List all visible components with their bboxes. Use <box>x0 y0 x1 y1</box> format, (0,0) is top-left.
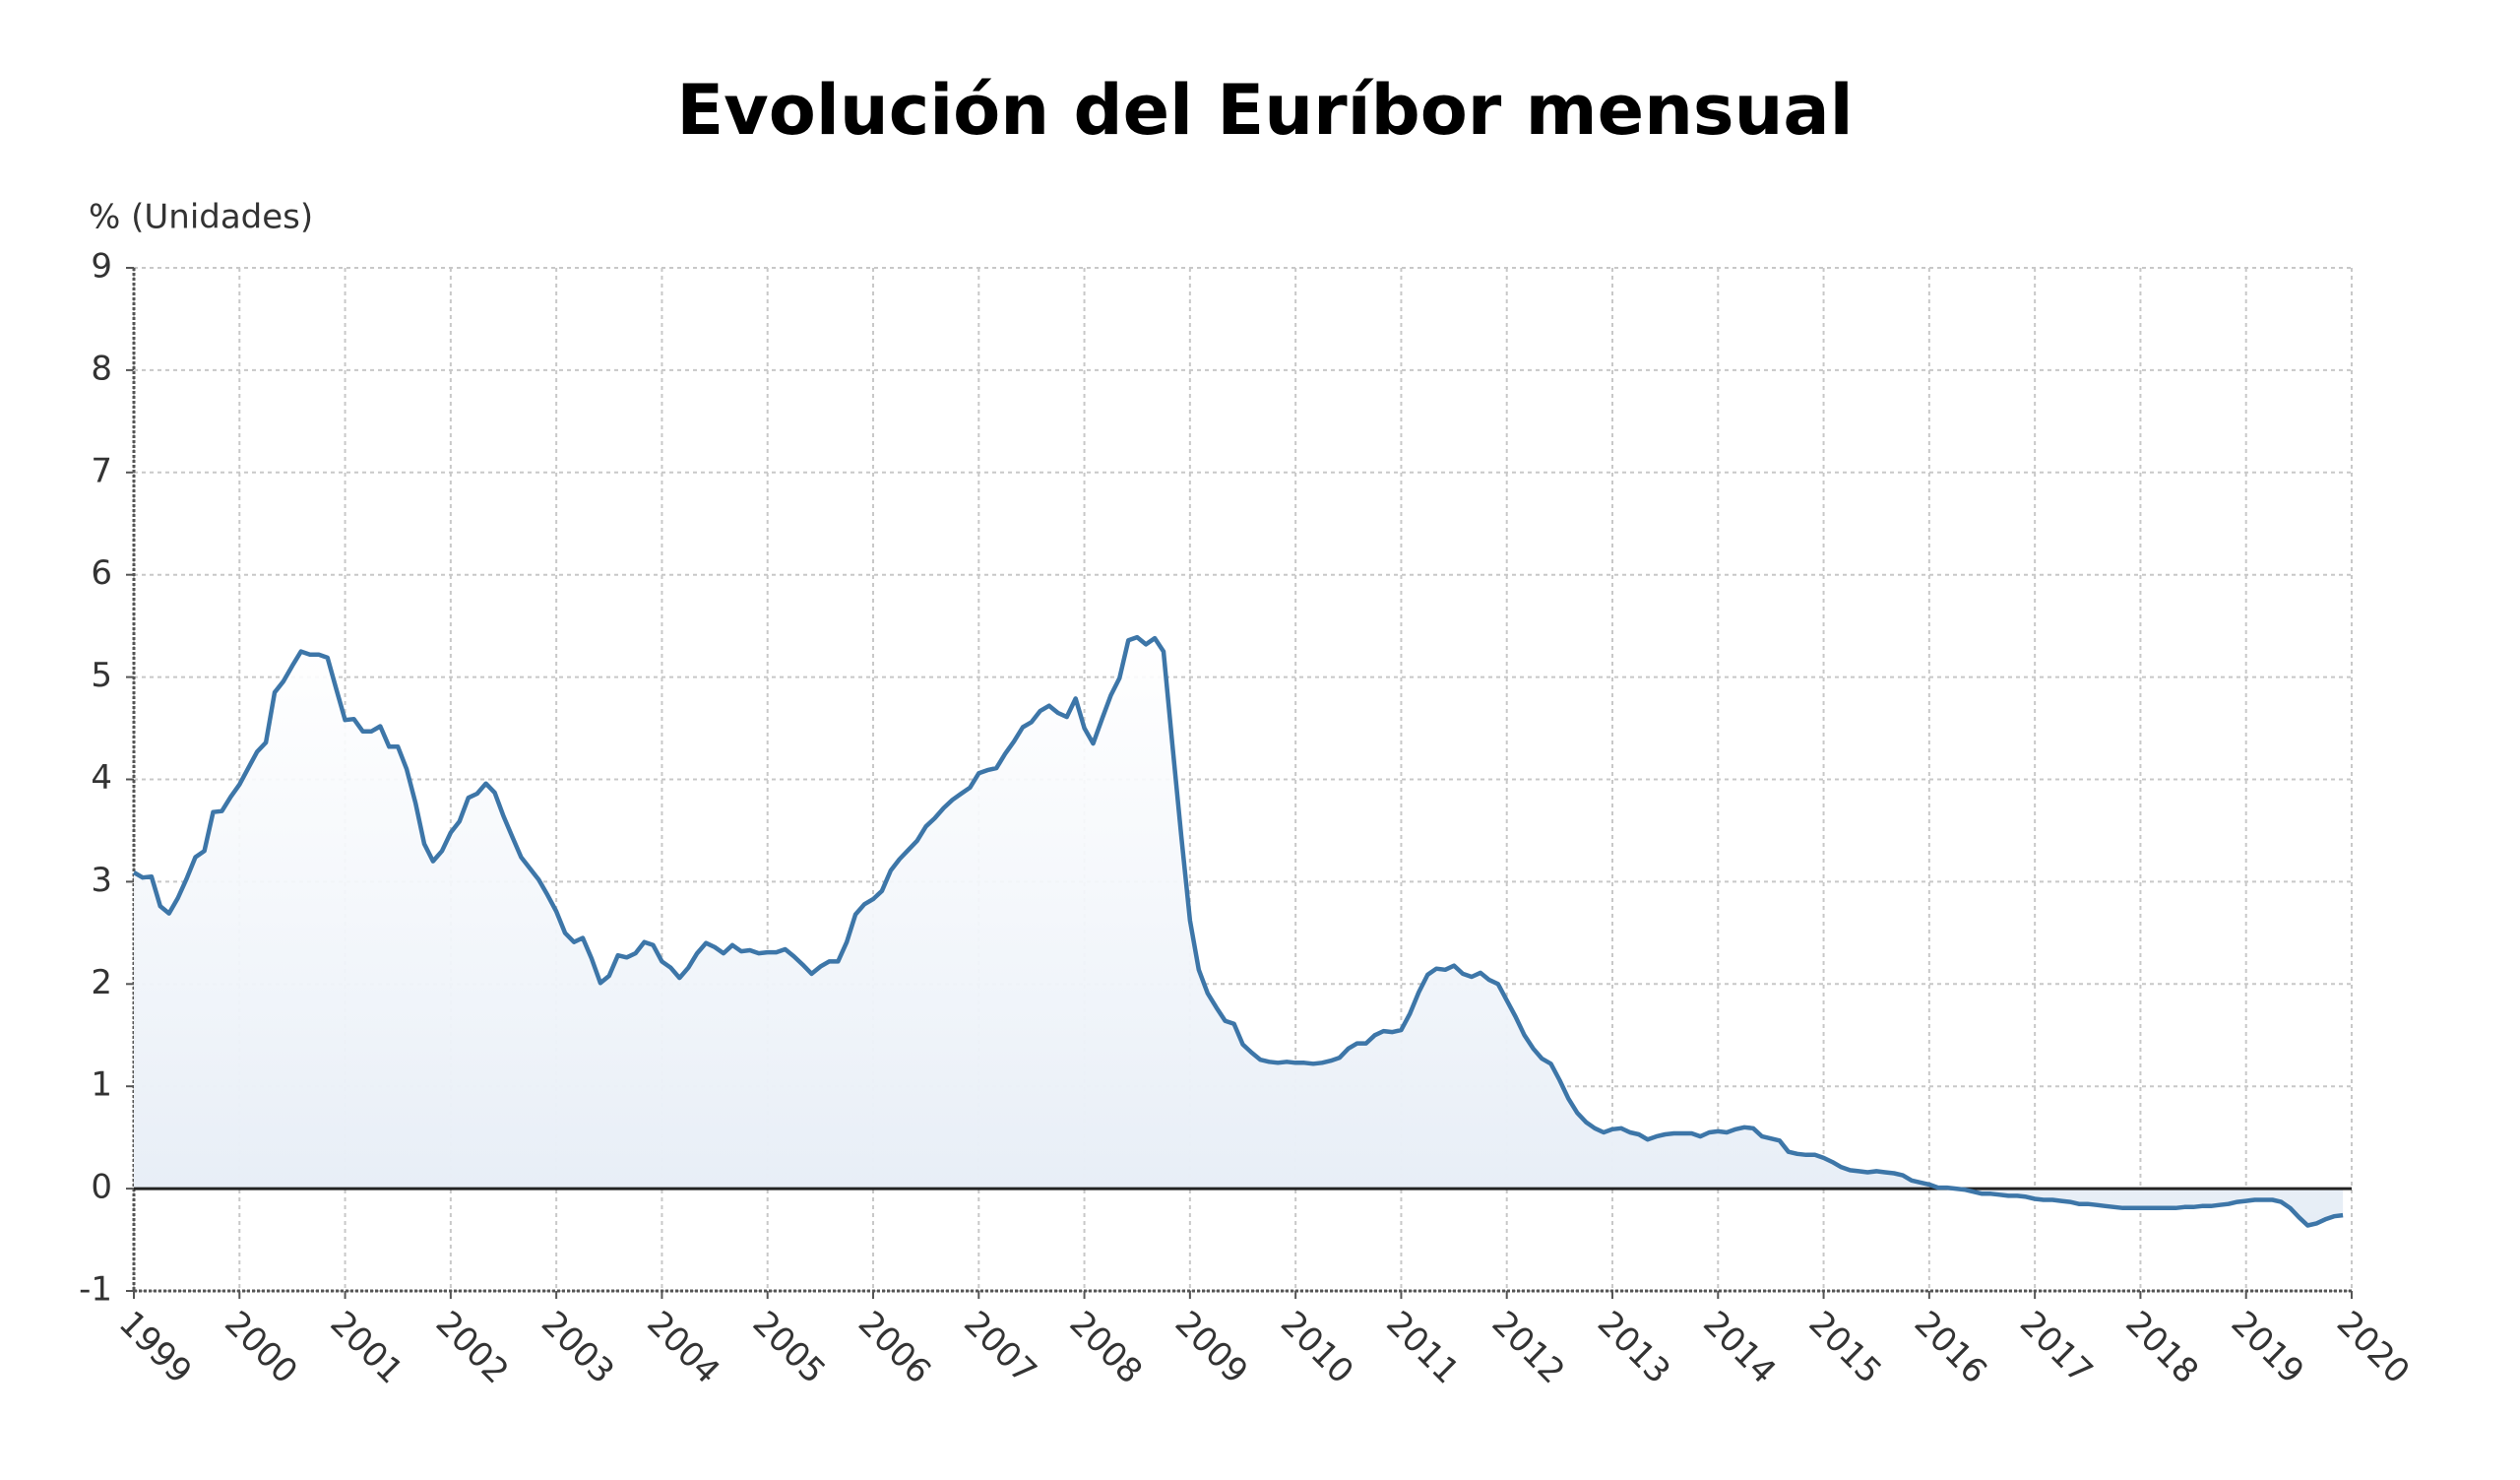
x-tick-label: 1999 <box>111 1304 199 1391</box>
y-tick-label: 1 <box>91 1065 112 1105</box>
y-tick-label: 0 <box>91 1168 112 1207</box>
line <box>132 634 2344 1228</box>
y-tick-label: 8 <box>91 349 112 388</box>
x-tick-label: 2004 <box>639 1304 726 1391</box>
y-tick-label: 7 <box>91 451 112 490</box>
x-tick-label: 2011 <box>1378 1304 1466 1391</box>
x-tick-label: 2007 <box>956 1304 1043 1391</box>
x-tick-label: 2002 <box>428 1304 516 1391</box>
x-tick-label: 2009 <box>1167 1304 1255 1391</box>
x-tick-label: 2010 <box>1273 1304 1360 1391</box>
x-tick-label: 2020 <box>2329 1304 2417 1391</box>
x-tick-label: 2016 <box>1907 1304 1994 1391</box>
x-tick-label: 2008 <box>1061 1304 1149 1391</box>
x-tick-label: 2019 <box>2224 1304 2311 1391</box>
x-tick-label: 2013 <box>1590 1304 1677 1391</box>
x-tick-label: 2006 <box>850 1304 938 1391</box>
y-tick-label: 9 <box>91 247 112 287</box>
x-tick-label: 2014 <box>1695 1304 1783 1391</box>
x-tick-label: 2012 <box>1484 1304 1572 1391</box>
y-tick-label: 5 <box>91 656 112 695</box>
chart-title: Evolución del Euríbor mensual <box>676 70 1853 151</box>
x-tick-label: 2017 <box>2012 1304 2100 1391</box>
x-tick-label: 2001 <box>322 1304 410 1391</box>
x-tick-label: 2000 <box>217 1304 304 1391</box>
x-tick-label: 2005 <box>745 1304 833 1391</box>
x-tick-label: 2018 <box>2117 1304 2205 1391</box>
y-axis-label: % (Unidades) <box>89 198 313 237</box>
area <box>134 637 2344 1226</box>
y-tick-label: -1 <box>79 1270 112 1310</box>
y-tick-label: 3 <box>91 861 112 900</box>
y-tick-label: 4 <box>91 758 112 798</box>
x-tick-label: 2003 <box>534 1304 621 1391</box>
y-tick-label: 2 <box>91 963 112 1002</box>
x-tick-label: 2015 <box>1800 1304 1888 1391</box>
y-tick-label: 6 <box>91 553 112 593</box>
